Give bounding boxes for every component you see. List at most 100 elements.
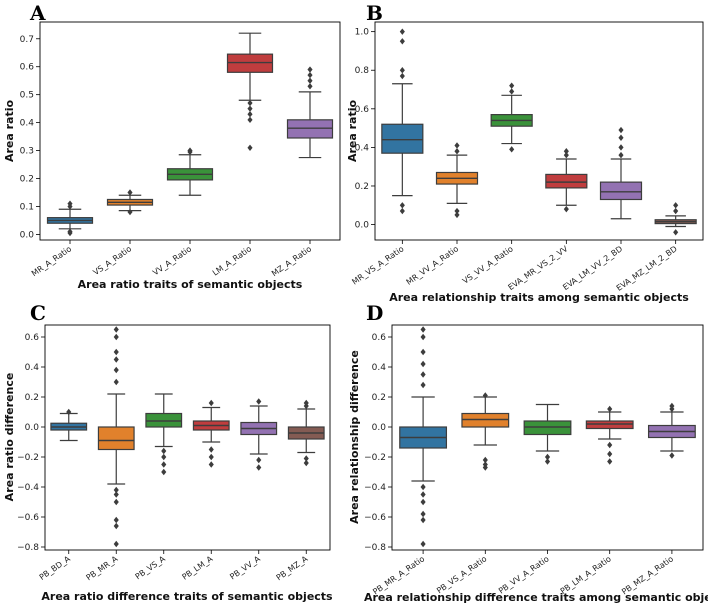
y-tick-label: 0.6 xyxy=(25,333,40,343)
outlier-point xyxy=(673,202,679,209)
outlier-point xyxy=(247,144,253,151)
y-tick-label: 0.0 xyxy=(25,423,40,433)
outlier-point xyxy=(113,540,119,548)
x-tick-label: PB_VS_A xyxy=(134,554,168,581)
outlier-point xyxy=(420,498,426,506)
outlier-point xyxy=(67,200,73,207)
box-EVA_LM_VV_2_BD xyxy=(599,181,643,201)
outlier-point xyxy=(669,452,675,459)
outlier-point xyxy=(303,455,309,462)
outlier-point xyxy=(247,99,253,107)
outlier-point xyxy=(307,77,313,84)
y-tick-label: 0.4 xyxy=(20,119,35,129)
outlier-point xyxy=(420,510,426,518)
x-tick-label: PB_MR_A xyxy=(85,554,120,582)
panel-a: A 0.0 0.1 0.2 0.3 0.4 0.5 0.6 0.7 MR_A_Ratio VS_A… xyxy=(3,1,341,291)
outlier-point xyxy=(208,399,214,407)
x-tick-label: MR_VV_A_Ratio xyxy=(405,244,461,287)
y-tick-label: 1.0 xyxy=(355,28,370,38)
outlier-point xyxy=(607,458,613,465)
outlier-point xyxy=(399,67,405,74)
outlier-point xyxy=(607,450,613,458)
outlier-point xyxy=(420,381,426,389)
outlier-point xyxy=(208,453,214,461)
y-tick-label: −0.8 xyxy=(364,543,386,553)
outlier-point xyxy=(256,398,262,405)
outlier-point xyxy=(563,151,569,159)
x-tick-label: MZ_A_Ratio xyxy=(270,244,313,278)
x-tick-label: PB_VV_A_Ratio xyxy=(497,554,551,595)
y-tick-label: 0.2 xyxy=(25,393,39,403)
x-tick-label: EVA_MZ_LM_2_BD xyxy=(615,244,679,293)
outlier-point xyxy=(161,453,167,461)
outlier-point xyxy=(247,116,253,124)
outlier-point xyxy=(420,333,426,341)
box-PB_VV_A_Ratio xyxy=(523,420,572,436)
outlier-point xyxy=(307,71,313,79)
outlier-point xyxy=(113,491,119,498)
y-tick-label: 0.2 xyxy=(355,182,369,192)
outlier-point xyxy=(482,392,488,399)
y-tick-label: 0.7 xyxy=(20,35,34,45)
x-tick-label: VV_A_Ratio xyxy=(151,244,193,277)
outlier-point xyxy=(67,228,73,235)
y-tick-label: 0.4 xyxy=(372,363,387,373)
outlier-point xyxy=(607,441,613,449)
outlier-point xyxy=(420,348,426,356)
x-axis-label: Area ratio difference traits of semantic… xyxy=(41,590,333,603)
y-tick-label: 0.6 xyxy=(372,333,387,343)
outlier-point xyxy=(161,461,167,468)
outlier-point xyxy=(399,207,405,215)
y-axis-label: Area ratio xyxy=(346,100,359,163)
box-PB_VS_A_Ratio xyxy=(461,412,510,428)
plot-frame xyxy=(374,21,704,241)
y-tick-label: −0.2 xyxy=(17,453,39,463)
outlier-point xyxy=(208,446,214,453)
x-axis-label: Area relationship traits among semantic … xyxy=(389,291,689,304)
outlier-point xyxy=(187,147,193,154)
x-tick-label: PB_MZ_A xyxy=(275,554,310,582)
outlier-point xyxy=(247,111,253,118)
outlier-point xyxy=(307,66,313,73)
x-tick-label: LM_A_Ratio xyxy=(211,244,253,277)
panel-d: D −0.8−0.6−0.4−0.20.00.20.40.6PB_MR_A_Ra… xyxy=(348,301,708,604)
box-EVA_MR_VS_2_VV xyxy=(545,173,588,189)
outlier-point xyxy=(420,540,426,548)
outlier-point xyxy=(66,408,72,416)
outlier-point xyxy=(208,461,214,468)
plot-frame xyxy=(44,324,331,551)
y-tick-label: −0.2 xyxy=(364,453,386,463)
y-tick-label: 0.8 xyxy=(355,66,370,76)
outlier-point xyxy=(420,326,426,333)
outlier-point xyxy=(420,371,426,378)
outlier-point xyxy=(563,148,569,155)
outlier-point xyxy=(509,82,515,89)
outlier-point xyxy=(509,146,515,153)
outlier-point xyxy=(618,126,624,134)
outlier-point xyxy=(454,207,460,215)
outlier-point xyxy=(399,202,405,209)
outlier-point xyxy=(113,486,119,494)
outlier-point xyxy=(113,516,119,524)
y-tick-label: 0.5 xyxy=(20,91,34,101)
outlier-point xyxy=(127,208,133,216)
outlier-point xyxy=(399,72,405,80)
x-tick-label: PB_LM_A_Ratio xyxy=(559,554,613,596)
outlier-point xyxy=(482,456,488,464)
y-tick-label: −0.6 xyxy=(364,513,386,523)
x-axis-label: Area relationship difference traits amon… xyxy=(364,591,708,604)
y-tick-label: 0.4 xyxy=(355,143,370,153)
outlier-point xyxy=(454,142,460,149)
outlier-point xyxy=(307,83,313,90)
y-tick-label: −0.4 xyxy=(17,483,39,493)
outlier-point xyxy=(607,405,613,413)
x-tick-label: VS_VV_A_Ratio xyxy=(461,244,515,286)
box-MR_VS_A_Ratio xyxy=(381,123,424,154)
y-tick-label: 0.1 xyxy=(20,202,34,212)
box-PB_LM_A_Ratio xyxy=(585,420,634,430)
outlier-point xyxy=(127,189,133,196)
outlier-point xyxy=(420,360,426,368)
x-tick-label: PB_BD_A xyxy=(38,554,73,582)
outlier-point xyxy=(303,459,309,467)
